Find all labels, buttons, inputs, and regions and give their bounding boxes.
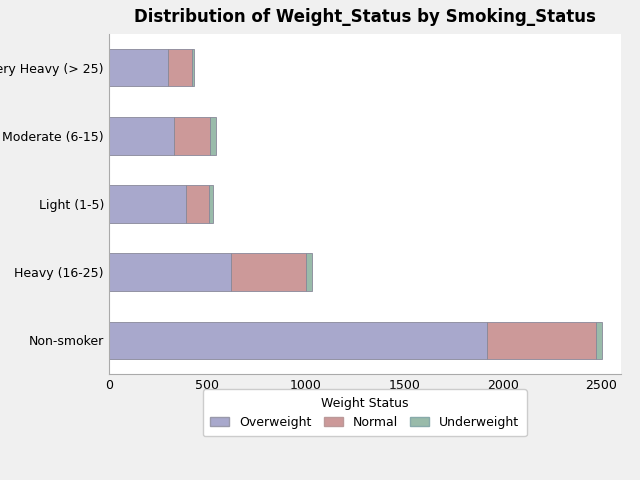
- Bar: [231, 253, 306, 291]
- Bar: [174, 117, 210, 155]
- Bar: [109, 253, 231, 291]
- Bar: [186, 185, 209, 223]
- Legend: Overweight, Normal, Underweight: Overweight, Normal, Underweight: [203, 389, 527, 436]
- Bar: [168, 49, 191, 86]
- Bar: [487, 322, 596, 359]
- Bar: [306, 253, 312, 291]
- Bar: [109, 117, 174, 155]
- Title: Distribution of Weight_Status by Smoking_Status: Distribution of Weight_Status by Smoking…: [134, 9, 596, 26]
- Bar: [109, 185, 186, 223]
- Bar: [109, 49, 168, 86]
- Bar: [596, 322, 602, 359]
- Bar: [109, 322, 487, 359]
- X-axis label: Frequency: Frequency: [329, 398, 401, 412]
- Bar: [191, 49, 195, 86]
- Bar: [210, 117, 216, 155]
- Bar: [209, 185, 213, 223]
